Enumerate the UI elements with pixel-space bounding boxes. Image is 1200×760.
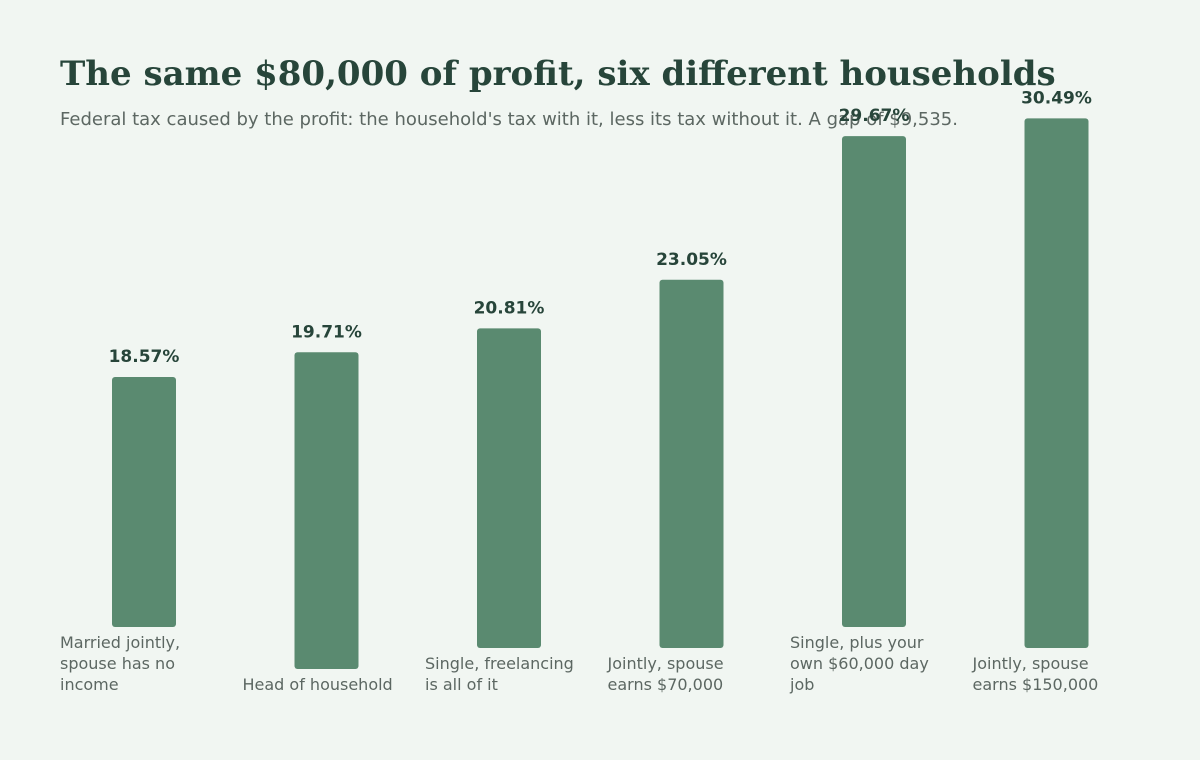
- bar-group: 18.57% Married jointly, spouse has no incom…: [60, 347, 180, 694]
- bar-group: 30.49% Jointly, spouse earns $150,000: [972, 88, 1099, 694]
- bar: [659, 279, 724, 648]
- bar: [112, 377, 176, 627]
- chart-title: The same $80,000 of profit, six differen…: [60, 54, 1056, 94]
- data-label: 18.57%: [109, 347, 180, 367]
- bar-group: 23.05% Jointly, spouse earns $70,000: [607, 250, 727, 694]
- category-label: Jointly, spouse: [607, 654, 724, 673]
- category-label: Jointly, spouse: [972, 654, 1089, 673]
- data-label: 20.81%: [474, 298, 545, 318]
- data-label: 19.71%: [291, 322, 362, 342]
- data-label: 29.67%: [839, 106, 910, 126]
- category-label: Single, plus your: [790, 633, 924, 652]
- category-label: earns $70,000: [608, 675, 724, 694]
- category-label: earns $150,000: [973, 675, 1099, 694]
- data-label: 23.05%: [656, 250, 727, 270]
- bar: [294, 352, 359, 669]
- category-label: spouse has no: [60, 654, 175, 673]
- bar-group: 20.81% Single, freelancing is all of it: [425, 298, 574, 694]
- category-label: own $60,000 day: [790, 654, 929, 673]
- bar: [477, 328, 541, 648]
- chart-subtitle: Federal tax caused by the profit: the ho…: [60, 109, 958, 130]
- bar: [842, 136, 906, 627]
- bar-group: 29.67% Single, plus your own $60,000 day jo…: [789, 106, 929, 694]
- data-label: 30.49%: [1021, 88, 1092, 108]
- category-label: Married jointly,: [60, 633, 180, 652]
- category-label: is all of it: [425, 675, 498, 694]
- bar: [1024, 118, 1089, 648]
- category-label: income: [60, 675, 119, 694]
- bar-group: 19.71% Head of household: [243, 322, 393, 694]
- category-label: Head of household: [243, 675, 393, 694]
- category-label: Single, freelancing: [425, 654, 574, 673]
- category-label: job: [789, 675, 814, 694]
